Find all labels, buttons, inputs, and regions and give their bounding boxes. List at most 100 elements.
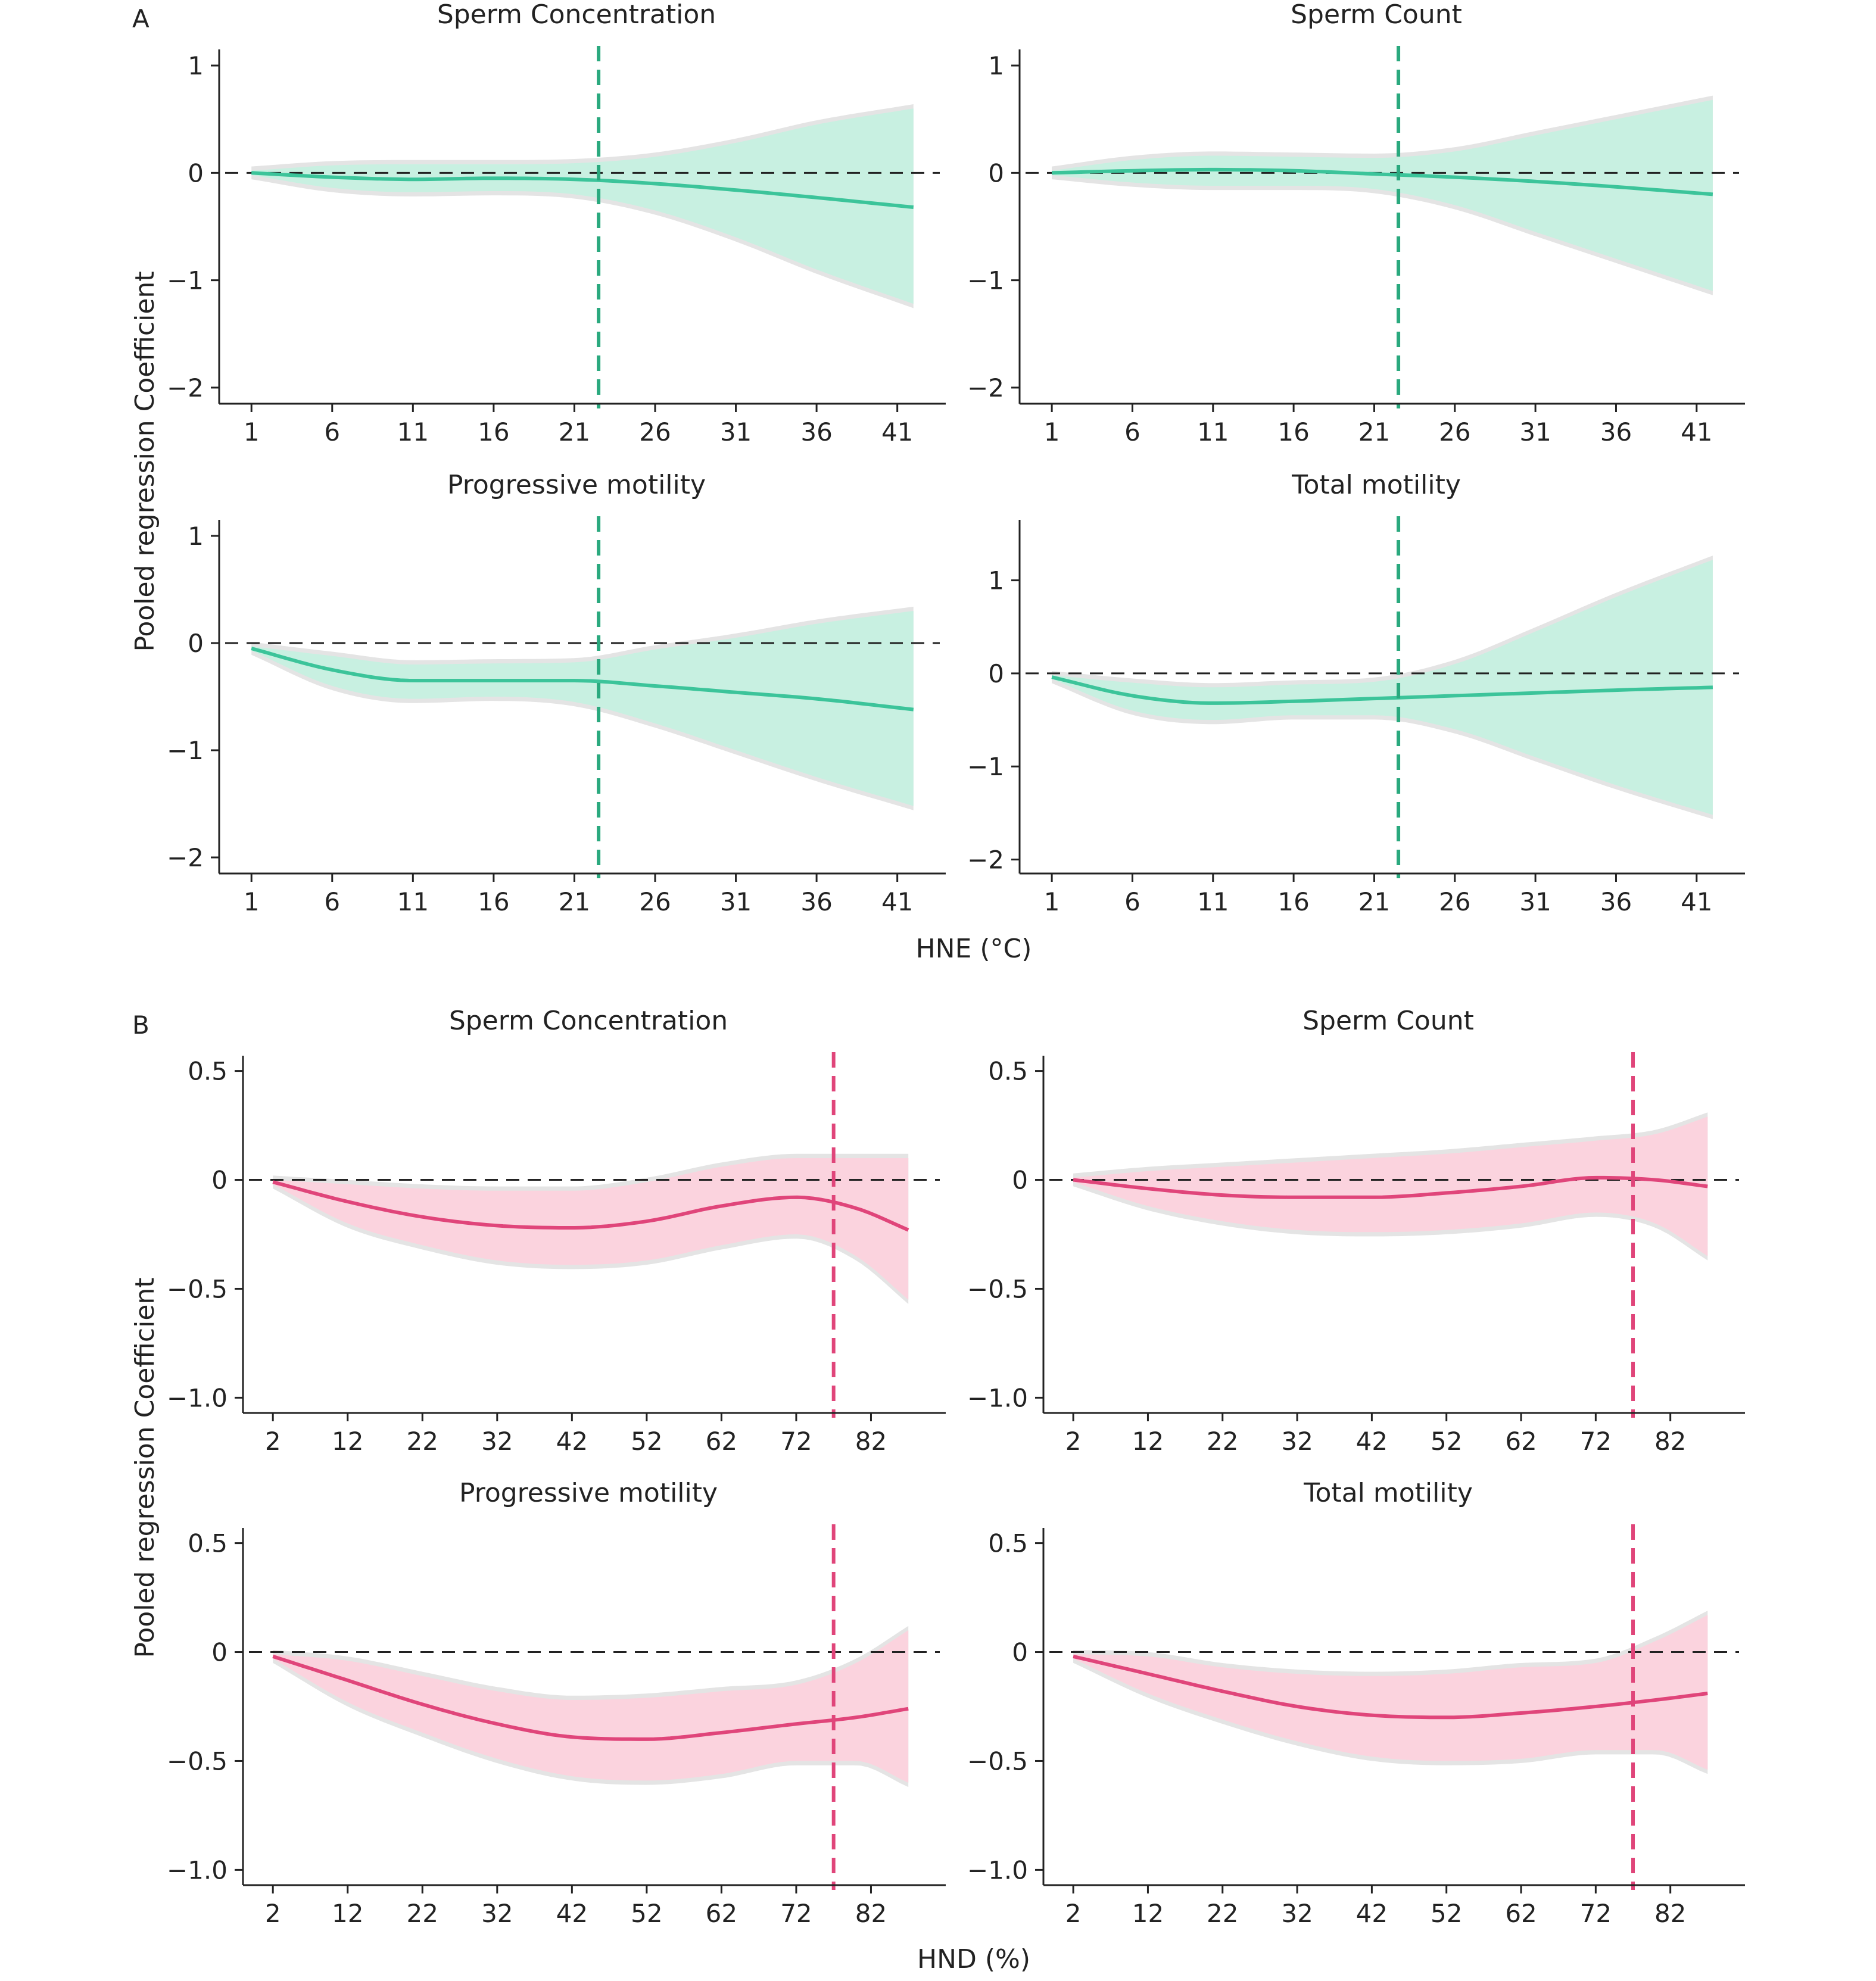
y-tick-label-a2: 0 [988,158,1004,188]
y-tick-label-b2: 0.5 [988,1057,1028,1086]
y-tick-label-a1: −2 [167,373,204,403]
x-tick-label-b1: 42 [556,1427,588,1456]
x-tick-label-b3: 2 [265,1899,281,1928]
y-tick-label-b2: −0.5 [967,1274,1028,1303]
y-tick-label-a3: −1 [167,736,204,765]
y-tick-label-b3: 0.5 [188,1529,228,1558]
y-tick-label-a4: −2 [967,846,1004,875]
y-tick-label-b1: 0 [211,1166,228,1195]
x-tick-label-a2: 16 [1277,417,1309,447]
x-tick-label-b4: 22 [1207,1899,1238,1928]
x-tick-label-b4: 62 [1505,1899,1537,1928]
x-tick-label-b2: 32 [1281,1427,1313,1456]
y-tick-label-b2: 0 [1012,1166,1028,1195]
x-tick-label-a1: 41 [881,417,913,447]
x-tick-label-b3: 42 [556,1899,588,1928]
x-tick-label-b1: 2 [265,1427,281,1456]
x-tick-label-a3: 16 [478,887,509,916]
y-tick-label-a3: 0 [188,629,204,658]
x-tick-label-a1: 36 [800,417,832,447]
x-tick-label-a3: 11 [397,887,429,916]
x-tick-label-a1: 6 [324,417,340,447]
ci-band-a3 [251,611,914,806]
estimate-line-b4 [1073,1654,1708,1720]
x-tick-label-a3: 6 [324,887,340,916]
x-tick-label-b2: 12 [1132,1427,1164,1456]
x-tick-label-a2: 41 [1681,417,1712,447]
y-tick-label-a3: −2 [167,843,204,872]
chart-panel-b4: 0.5 0 −0.5 −1.0 2 12 22 32 42 52 62 72 82 Total motil… [967,1478,1745,1928]
estimate-line-a3 [251,647,914,712]
x-tick-label-a4: 41 [1681,887,1712,916]
estimate-line-a4 [1051,675,1713,705]
y-tick-label-a3: 1 [188,522,204,551]
ci-band-a2 [1052,99,1713,291]
x-tick-label-b1: 82 [855,1427,887,1456]
panel-letter-a: A [132,4,149,33]
estimate-line-a2 [1052,167,1713,196]
x-tick-label-b4: 2 [1065,1899,1082,1928]
x-tick-label-b2: 22 [1207,1427,1238,1456]
chart-panel-b2: 0.5 0 −0.5 −1.0 2 12 22 32 42 52 62 72 82 Sperm Count [967,1006,1745,1456]
x-tick-label-b3: 82 [855,1899,887,1928]
y-tick-label-b4: −0.5 [967,1746,1028,1776]
x-tick-label-a1: 31 [720,417,752,447]
x-tick-label-a4: 6 [1124,887,1140,916]
y-tick-label-a4: 1 [988,566,1004,595]
panel-title-a4: Total motility [1291,470,1461,500]
y-tick-label-b2: −1.0 [967,1383,1028,1412]
x-tick-label-b3: 72 [780,1899,812,1928]
x-tick-label-a4: 31 [1519,887,1551,916]
y-tick-label-b4: −1.0 [967,1855,1028,1885]
y-tick-label-b3: −0.5 [167,1746,228,1776]
x-tick-label-a3: 31 [720,887,752,916]
x-tick-label-b4: 32 [1281,1899,1313,1928]
estimate-line-a1 [251,171,914,209]
y-tick-label-a4: −1 [967,752,1004,781]
panel-title-a3: Progressive motility [447,470,706,500]
x-tick-label-a2: 11 [1197,417,1229,447]
x-tick-label-a2: 21 [1358,417,1390,447]
x-tick-label-b2: 2 [1065,1427,1082,1456]
y-tick-label-a1: 0 [188,158,204,188]
x-tick-label-b1: 52 [631,1427,662,1456]
x-tick-label-a4: 1 [1044,887,1060,916]
x-tick-label-a4: 16 [1277,887,1309,916]
x-tick-label-a1: 21 [559,417,590,447]
panel-title-a2: Sperm Count [1291,0,1462,30]
estimate-line-b2 [1073,1175,1708,1199]
x-tick-label-b1: 32 [481,1427,513,1456]
x-tick-label-b2: 72 [1580,1427,1612,1456]
y-tick-label-a2: −1 [967,266,1004,295]
ci-band-b3 [273,1630,909,1783]
y-tick-label-b4: 0.5 [988,1529,1028,1558]
x-tick-label-b1: 62 [706,1427,737,1456]
x-tick-label-b2: 82 [1654,1427,1686,1456]
panel-title-b2: Sperm Count [1302,1006,1474,1036]
panel-letter-b: B [132,1010,149,1040]
y-tick-label-a1: 1 [188,51,204,80]
x-tick-label-b2: 42 [1356,1427,1388,1456]
ci-band-b2 [1073,1116,1708,1256]
y-tick-label-a1: −1 [167,266,204,295]
chart-panel-b1: 0.5 0 −0.5 −1.0 2 12 22 32 42 52 62 72 82 Sperm Conce… [167,1006,946,1456]
x-tick-label-a3: 36 [800,887,832,916]
x-tick-label-a1: 1 [244,417,260,447]
x-tick-label-a4: 26 [1439,887,1470,916]
y-tick-label-b3: −1.0 [167,1855,228,1885]
x-tick-label-a1: 16 [478,417,509,447]
x-tick-label-a3: 41 [881,887,913,916]
x-tick-label-b3: 12 [332,1899,363,1928]
y-tick-label-a2: 1 [988,51,1004,80]
x-tick-label-a4: 36 [1600,887,1632,916]
x-tick-label-b1: 22 [407,1427,438,1456]
x-tick-label-a3: 26 [639,887,671,916]
x-tick-label-b4: 72 [1580,1899,1612,1928]
y-tick-label-b3: 0 [211,1638,228,1667]
x-tick-label-a2: 26 [1439,417,1470,447]
panel-title-a1: Sperm Concentration [437,0,716,30]
x-tick-label-a1: 11 [397,417,429,447]
